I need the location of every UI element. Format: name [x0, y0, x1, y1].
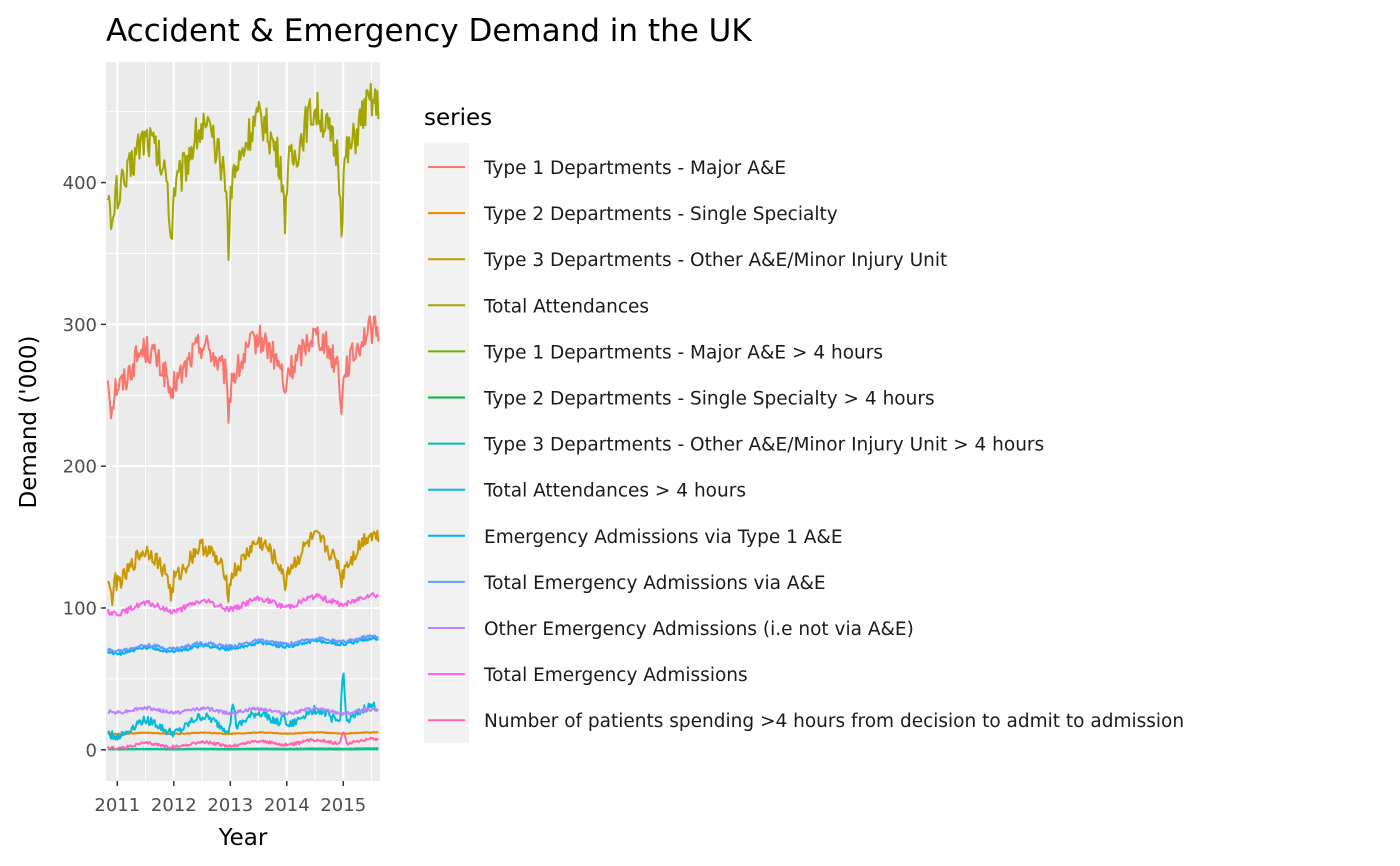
series-line	[107, 731, 380, 751]
legend-label: Other Emergency Admissions (i.e not via …	[484, 619, 914, 640]
series-line	[107, 529, 380, 606]
series-line	[106, 315, 380, 424]
series-line	[107, 705, 379, 716]
x-axis-title: Year	[218, 825, 268, 851]
series-lines	[106, 82, 380, 751]
chart-title: Accident & Emergency Demand in the UK	[106, 13, 752, 49]
x-tick-label: 2015	[320, 795, 366, 816]
y-axis-title: Demand ('000)	[16, 335, 42, 508]
y-tick-label: 200	[63, 457, 97, 478]
series-line	[106, 592, 380, 617]
series-line	[107, 672, 379, 741]
legend-label: Type 1 Departments - Major A&E	[483, 158, 786, 179]
x-axis: 2011 2012 2013 2014 2015	[94, 781, 366, 816]
legend-label: Type 2 Departments - Single Specialty > …	[483, 389, 935, 410]
x-tick-label: 2012	[151, 795, 197, 816]
series-line	[106, 634, 379, 654]
legend-label: Type 3 Departments - Other A&E/Minor Inj…	[483, 250, 947, 271]
legend-label: Type 3 Departments - Other A&E/Minor Inj…	[483, 435, 1044, 456]
y-tick-label: 400	[63, 173, 97, 194]
series-line	[106, 82, 380, 261]
legend-label: Type 2 Departments - Single Specialty	[483, 204, 838, 225]
y-tick-label: 100	[63, 598, 97, 619]
x-tick-label: 2011	[94, 795, 140, 816]
legend-label: Total Attendances	[483, 296, 649, 317]
legend-label: Emergency Admissions via Type 1 A&E	[484, 527, 843, 548]
y-axis: 0 100 200 300 400	[63, 173, 106, 761]
legend: series Type 1 Departments - Major A&E Typ…	[424, 105, 1184, 743]
series-line	[107, 731, 379, 736]
x-tick-label: 2014	[264, 795, 310, 816]
legend-label: Type 1 Departments - Major A&E > 4 hours	[483, 342, 883, 363]
legend-label: Total Emergency Admissions via A&E	[483, 573, 826, 594]
legend-label: Total Attendances > 4 hours	[483, 481, 746, 502]
legend-title: series	[424, 105, 492, 131]
y-tick-label: 0	[86, 740, 97, 761]
y-tick-label: 300	[63, 315, 97, 336]
legend-label: Total Emergency Admissions	[483, 665, 748, 686]
x-tick-label: 2013	[207, 795, 253, 816]
legend-label: Number of patients spending >4 hours fro…	[484, 711, 1184, 732]
